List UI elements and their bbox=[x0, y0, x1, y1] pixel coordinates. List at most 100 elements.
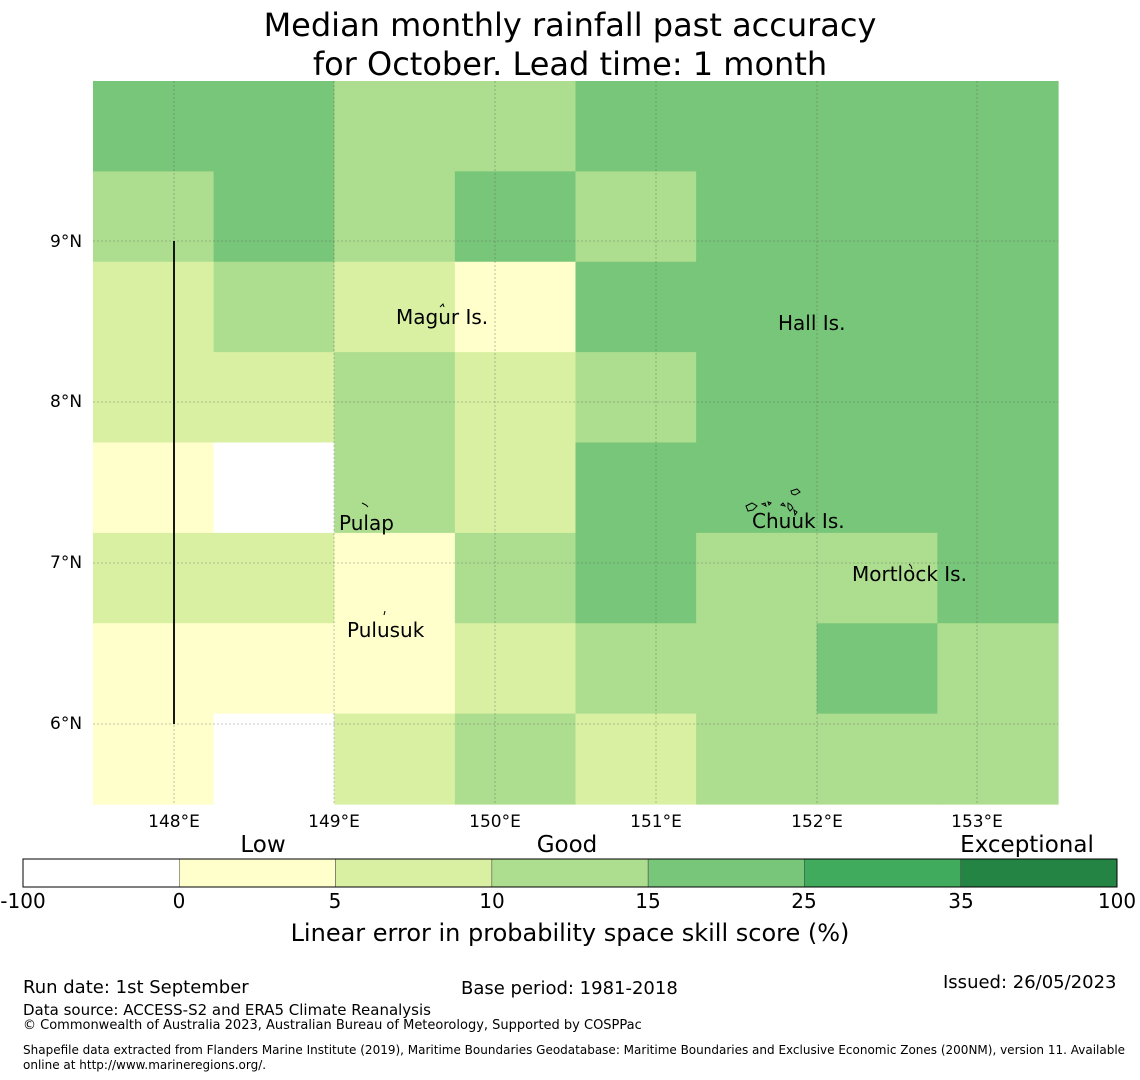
place-label-hall: Hall Is. bbox=[778, 311, 846, 335]
grid-cell bbox=[575, 261, 697, 353]
colorbar-frame bbox=[22, 858, 1118, 888]
grid-cell bbox=[93, 442, 215, 534]
run-date: Run date: 1st September bbox=[23, 977, 249, 998]
grid-cell bbox=[93, 713, 215, 805]
skill-grid bbox=[93, 81, 1059, 805]
grid-cell bbox=[937, 442, 1059, 534]
colorbar-tick-label: -100 bbox=[0, 889, 46, 913]
grid-cell bbox=[696, 713, 818, 805]
grid-cell bbox=[334, 713, 456, 805]
pulusuk-island-outline bbox=[383, 610, 386, 616]
colorbar-category-exceptional: Exceptional bbox=[960, 832, 1094, 858]
grid-cell bbox=[816, 261, 938, 353]
lat-tick-label: 9°N bbox=[50, 232, 83, 252]
grid-cell bbox=[454, 532, 577, 624]
grid-cell bbox=[334, 623, 456, 715]
grid-cell bbox=[334, 442, 456, 534]
grid-cell bbox=[454, 713, 577, 805]
colorbar-tick-label: 25 bbox=[791, 889, 817, 913]
grid-cell bbox=[213, 171, 335, 263]
lon-tick-label: 149°E bbox=[308, 812, 360, 832]
lon-tick-label: 148°E bbox=[148, 812, 200, 832]
lat-tick-label: 7°N bbox=[50, 553, 83, 573]
grid-cell bbox=[816, 623, 938, 715]
colorbar-category-good: Good bbox=[536, 832, 598, 858]
grid-cell bbox=[213, 352, 335, 444]
grid-cell bbox=[213, 261, 335, 353]
grid-cell bbox=[696, 442, 818, 534]
grid-cell bbox=[575, 171, 697, 263]
place-label-pulusuk: Pulusuk bbox=[347, 618, 425, 642]
grid-cell bbox=[575, 532, 697, 624]
grid-cell bbox=[93, 261, 215, 353]
magur-island-outline bbox=[439, 303, 445, 308]
shapefile-credit-line-2: online at http://www.marineregions.org/. bbox=[23, 1058, 267, 1072]
colorbar bbox=[22, 858, 1118, 888]
grid-cell bbox=[816, 81, 938, 172]
chuuk-lagoon-outline bbox=[745, 488, 801, 517]
grid-cell bbox=[937, 171, 1059, 263]
colorbar-tick-label: 35 bbox=[948, 889, 974, 913]
grid-cell bbox=[334, 171, 456, 263]
data-source: Data source: ACCESS-S2 and ERA5 Climate … bbox=[23, 1001, 431, 1019]
colorbar-tick-label: 15 bbox=[635, 889, 661, 913]
grid-cell bbox=[454, 442, 577, 534]
colorbar-tick-label: 5 bbox=[328, 889, 342, 913]
grid-cell bbox=[213, 713, 335, 805]
grid-cell bbox=[575, 623, 697, 715]
place-label-chuuk: Chuuk Is. bbox=[752, 509, 845, 533]
grid-cell bbox=[696, 532, 818, 624]
grid-cell bbox=[93, 623, 215, 715]
colorbar-segment bbox=[335, 858, 493, 888]
lon-tick-label: 153°E bbox=[951, 812, 1003, 832]
colorbar-category-low: Low bbox=[240, 832, 286, 858]
grid-cell bbox=[454, 623, 577, 715]
mortlock-island-outline bbox=[908, 563, 913, 570]
colorbar-tick-label: 0 bbox=[172, 889, 186, 913]
grid-cell bbox=[816, 713, 938, 805]
grid-cell bbox=[454, 352, 577, 444]
base-period: Base period: 1981-2018 bbox=[461, 978, 678, 999]
grid-cell bbox=[575, 713, 697, 805]
shapefile-credit-line-1: Shapefile data extracted from Flanders M… bbox=[23, 1043, 1126, 1057]
pulap-island-outline bbox=[361, 502, 369, 508]
grid-cell bbox=[93, 81, 215, 172]
grid-cell bbox=[937, 261, 1059, 353]
grid-cell bbox=[937, 81, 1059, 172]
grid-cell bbox=[575, 352, 697, 444]
grid-cell bbox=[334, 352, 456, 444]
grid-cell bbox=[454, 261, 577, 353]
grid-cell bbox=[213, 81, 335, 172]
grid-cell bbox=[454, 171, 577, 263]
place-label-mortlock: Mortlock Is. bbox=[852, 562, 967, 586]
colorbar-segment bbox=[179, 858, 336, 888]
grid-cell bbox=[816, 171, 938, 263]
place-label-pulap: Pulap bbox=[339, 511, 394, 535]
island-outlines bbox=[361, 303, 913, 616]
grid-cell bbox=[696, 352, 818, 444]
colorbar-segment bbox=[491, 858, 649, 888]
lon-tick-label: 152°E bbox=[791, 812, 843, 832]
colorbar-segment bbox=[22, 858, 180, 888]
colorbar-tick-label: 100 bbox=[1097, 889, 1137, 913]
chart-title-line-1: Median monthly rainfall past accuracy bbox=[263, 6, 877, 44]
colorbar-segment bbox=[960, 858, 1118, 888]
grid-cell bbox=[575, 442, 697, 534]
colorbar-segment bbox=[804, 858, 961, 888]
grid-cell bbox=[937, 623, 1059, 715]
grid-cell bbox=[334, 261, 456, 353]
grid-cell bbox=[816, 532, 938, 624]
lon-tick-label: 150°E bbox=[469, 812, 521, 832]
grid-cell bbox=[93, 532, 215, 624]
lat-tick-label: 6°N bbox=[50, 714, 83, 734]
grid-cell bbox=[696, 81, 818, 172]
grid-cell bbox=[937, 713, 1059, 805]
grid-cell bbox=[213, 532, 335, 624]
copyright: © Commonwealth of Australia 2023, Austra… bbox=[23, 1018, 642, 1033]
grid-cell bbox=[334, 532, 456, 624]
grid-cell bbox=[937, 532, 1059, 624]
grid-cell bbox=[93, 352, 215, 444]
issued-date: Issued: 26/05/2023 bbox=[943, 972, 1117, 993]
grid-cell bbox=[575, 81, 697, 172]
